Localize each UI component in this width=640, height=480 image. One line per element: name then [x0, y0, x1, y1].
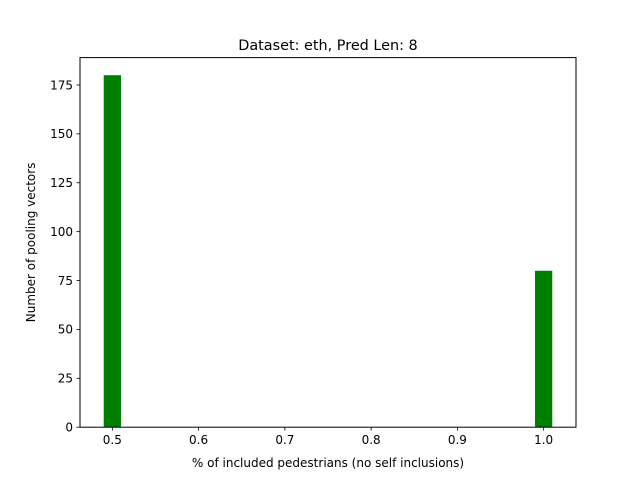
chart-title: Dataset: eth, Pred Len: 8 — [238, 38, 417, 54]
plot-frame — [79, 57, 577, 428]
x-tick-label: 0.7 — [275, 433, 294, 447]
x-tick-label: 0.8 — [362, 433, 381, 447]
x-tick-label: 0.6 — [189, 433, 208, 447]
y-tick-label: 150 — [50, 127, 73, 141]
bar-0 — [103, 75, 121, 428]
y-tick-label: 125 — [50, 176, 73, 190]
bars-layer — [103, 75, 553, 428]
x-tick-label: 0.5 — [103, 433, 122, 447]
x-tick-label: 0.9 — [448, 433, 467, 447]
y-tick-label: 0 — [65, 421, 73, 435]
y-tick-label: 25 — [58, 372, 73, 386]
x-axis-ticks: 0.5 0.6 0.7 0.8 0.9 1.0 — [103, 427, 553, 447]
y-tick-label: 100 — [50, 225, 73, 239]
bar-1 — [535, 270, 553, 428]
y-tick-label: 50 — [58, 323, 73, 337]
y-tick-label: 175 — [50, 78, 73, 92]
y-axis-label: Number of pooling vectors — [24, 163, 38, 323]
x-axis-label: % of included pedestrians (no self inclu… — [192, 456, 464, 470]
x-tick-label: 1.0 — [534, 433, 553, 447]
y-axis-ticks: 0 25 50 75 100 125 150 175 — [50, 78, 80, 435]
y-tick-label: 75 — [58, 274, 73, 288]
